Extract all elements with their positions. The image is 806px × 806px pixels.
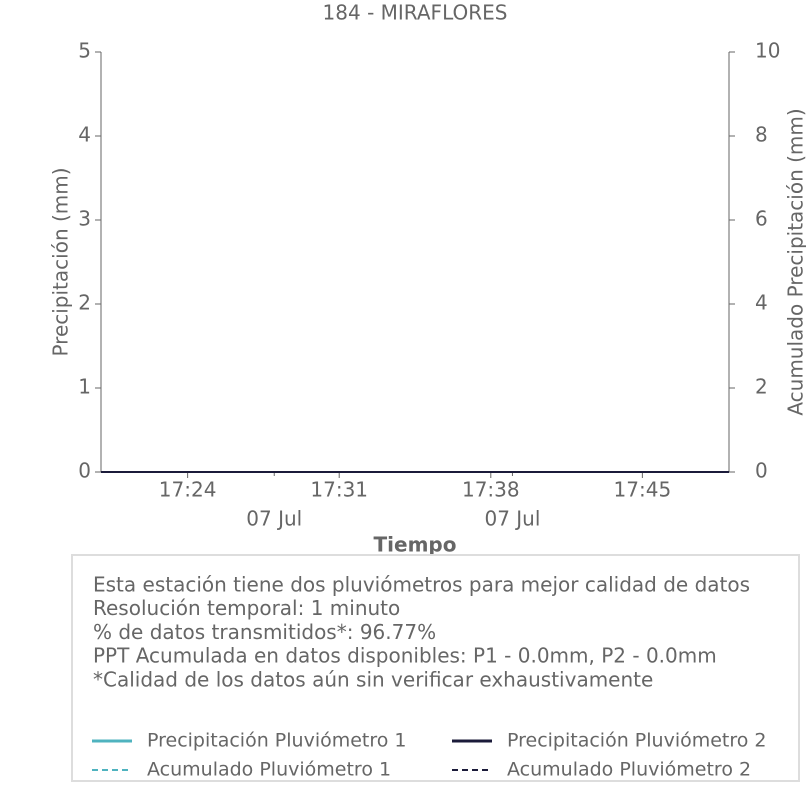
x-tick-label: 17:24 <box>159 478 217 502</box>
note: % de datos transmitidos*: 96.77% <box>93 620 436 644</box>
y2-tick-label: 8 <box>755 123 768 147</box>
x-tick-label: 17:38 <box>462 478 520 502</box>
note: Resolución temporal: 1 minuto <box>93 596 400 620</box>
x-tick-label: 17:31 <box>310 478 368 502</box>
legend-label: Acumulado Pluviómetro 2 <box>507 759 751 781</box>
axis-frame <box>100 52 730 473</box>
y-tick-label: 0 <box>78 459 91 483</box>
x-date-label: 07 Jul <box>484 507 540 531</box>
y2-tick-label: 10 <box>755 39 780 63</box>
info-box <box>71 554 800 782</box>
y-tick-label: 2 <box>78 291 91 315</box>
y-tick-label: 1 <box>78 375 91 399</box>
legend-label: Precipitación Pluviómetro 2 <box>507 730 767 752</box>
y2-tick-label: 4 <box>755 291 768 315</box>
x-tick-label: 17:45 <box>614 478 672 502</box>
y-tick-label: 5 <box>78 39 91 63</box>
y-tick-label: 3 <box>78 207 91 231</box>
note: *Calidad de los datos aún sin verificar … <box>93 667 653 691</box>
x-date-label: 07 Jul <box>246 507 302 531</box>
y2-tick-label: 0 <box>755 459 768 483</box>
legend-label: Acumulado Pluviómetro 1 <box>147 759 391 781</box>
y2-axis-label: Acumulado Precipitación (mm) <box>784 108 806 415</box>
legend-label: Precipitación Pluviómetro 1 <box>147 730 407 752</box>
y2-tick-label: 2 <box>755 375 768 399</box>
note: Esta estación tiene dos pluviómetros par… <box>93 573 750 597</box>
x-axis-label: Tiempo <box>374 533 457 557</box>
chart-title: 184 - MIRAFLORES <box>323 1 508 25</box>
note: PPT Acumulada en datos disponibles: P1 -… <box>93 644 717 668</box>
y-axis-label: Precipitación (mm) <box>49 167 73 356</box>
y-tick-label: 4 <box>78 123 91 147</box>
y2-tick-label: 6 <box>755 207 768 231</box>
